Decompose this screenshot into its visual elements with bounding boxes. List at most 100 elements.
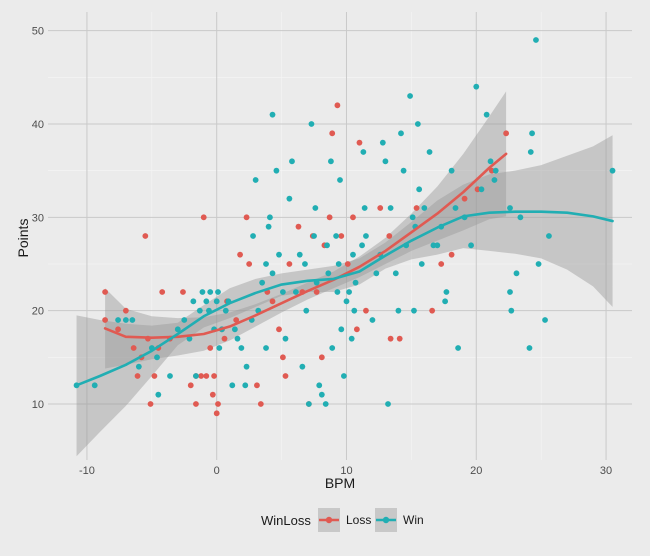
point-win bbox=[311, 233, 317, 239]
point-win bbox=[265, 223, 272, 230]
point-loss bbox=[203, 373, 210, 379]
point-win bbox=[352, 279, 359, 286]
point-win bbox=[421, 205, 428, 211]
point-win bbox=[316, 382, 323, 389]
point-win bbox=[533, 37, 539, 43]
point-win bbox=[418, 261, 425, 267]
point-win bbox=[242, 382, 249, 389]
point-win bbox=[273, 167, 280, 174]
x-tick-label: 20 bbox=[470, 465, 482, 477]
legend-key-win-point bbox=[382, 516, 390, 524]
point-win bbox=[292, 289, 299, 295]
point-win bbox=[259, 279, 266, 286]
point-win bbox=[487, 158, 494, 165]
point-loss bbox=[102, 289, 109, 295]
point-win bbox=[392, 270, 399, 277]
point-win bbox=[379, 139, 386, 146]
point-loss bbox=[215, 401, 221, 407]
point-win bbox=[348, 335, 355, 342]
x-tick-label: 0 bbox=[214, 465, 220, 477]
y-tick-label: 50 bbox=[32, 26, 44, 38]
point-loss bbox=[221, 335, 228, 342]
legend-label-win: Win bbox=[403, 513, 424, 527]
point-loss bbox=[396, 335, 403, 342]
point-loss bbox=[254, 382, 260, 389]
point-win bbox=[360, 149, 367, 155]
point-win bbox=[351, 307, 358, 314]
point-win bbox=[409, 214, 416, 221]
point-loss bbox=[134, 373, 141, 379]
point-win bbox=[546, 233, 552, 239]
point-win bbox=[322, 401, 329, 407]
point-win bbox=[483, 111, 490, 118]
point-loss bbox=[413, 205, 420, 211]
point-loss bbox=[329, 130, 336, 137]
y-tick-labels: 10 20 30 40 50 bbox=[32, 26, 44, 411]
smooth-line-loss bbox=[103, 152, 508, 340]
point-loss bbox=[344, 261, 351, 267]
point-win bbox=[229, 382, 236, 389]
point-win bbox=[387, 205, 394, 211]
point-win bbox=[91, 382, 98, 389]
point-loss bbox=[363, 307, 369, 314]
point-win bbox=[373, 270, 380, 277]
x-axis-title: BPM bbox=[325, 475, 355, 491]
point-win bbox=[115, 317, 121, 323]
point-loss bbox=[237, 251, 243, 258]
point-win bbox=[337, 177, 343, 183]
point-win bbox=[122, 317, 129, 323]
point-win bbox=[312, 205, 319, 211]
point-win bbox=[491, 177, 498, 183]
point-loss bbox=[180, 289, 186, 295]
legend-key-loss bbox=[318, 508, 340, 532]
point-loss bbox=[207, 345, 214, 351]
point-win bbox=[442, 298, 449, 305]
point-win bbox=[328, 158, 334, 165]
y-tick-label: 10 bbox=[32, 399, 44, 411]
point-win bbox=[215, 289, 221, 295]
point-win bbox=[286, 195, 293, 202]
point-win bbox=[400, 167, 407, 174]
point-loss bbox=[279, 354, 286, 361]
point-loss bbox=[115, 326, 121, 333]
y-tick-label: 20 bbox=[32, 306, 44, 318]
point-win bbox=[473, 83, 480, 90]
point-win bbox=[492, 167, 499, 174]
smooth-lines bbox=[75, 152, 614, 387]
point-loss bbox=[200, 214, 207, 221]
point-win bbox=[207, 289, 214, 295]
point-win bbox=[609, 167, 616, 174]
point-loss bbox=[295, 223, 302, 230]
point-win bbox=[193, 373, 199, 379]
point-loss bbox=[386, 233, 393, 239]
point-win bbox=[186, 335, 193, 342]
point-win bbox=[154, 354, 160, 361]
point-win bbox=[333, 233, 340, 239]
point-loss bbox=[193, 401, 199, 407]
point-loss bbox=[257, 401, 264, 407]
point-loss bbox=[461, 195, 468, 202]
point-win bbox=[308, 121, 315, 127]
point-win bbox=[343, 298, 350, 305]
point-win bbox=[135, 363, 142, 370]
point-win bbox=[234, 335, 241, 342]
point-win bbox=[276, 251, 282, 258]
point-loss bbox=[387, 335, 394, 342]
x-tick-label: 10 bbox=[340, 465, 352, 477]
point-win bbox=[416, 186, 423, 193]
point-win bbox=[513, 270, 520, 277]
point-win bbox=[468, 242, 474, 249]
point-loss bbox=[151, 373, 158, 379]
point-loss bbox=[353, 326, 360, 333]
point-loss bbox=[122, 307, 129, 314]
point-loss bbox=[159, 289, 166, 295]
point-win bbox=[448, 167, 455, 174]
point-loss bbox=[243, 214, 250, 221]
point-win bbox=[529, 130, 535, 137]
point-loss bbox=[326, 214, 333, 221]
point-win bbox=[395, 307, 402, 314]
point-win bbox=[478, 186, 485, 193]
smooth-line-win bbox=[75, 210, 614, 387]
point-win bbox=[385, 401, 391, 407]
